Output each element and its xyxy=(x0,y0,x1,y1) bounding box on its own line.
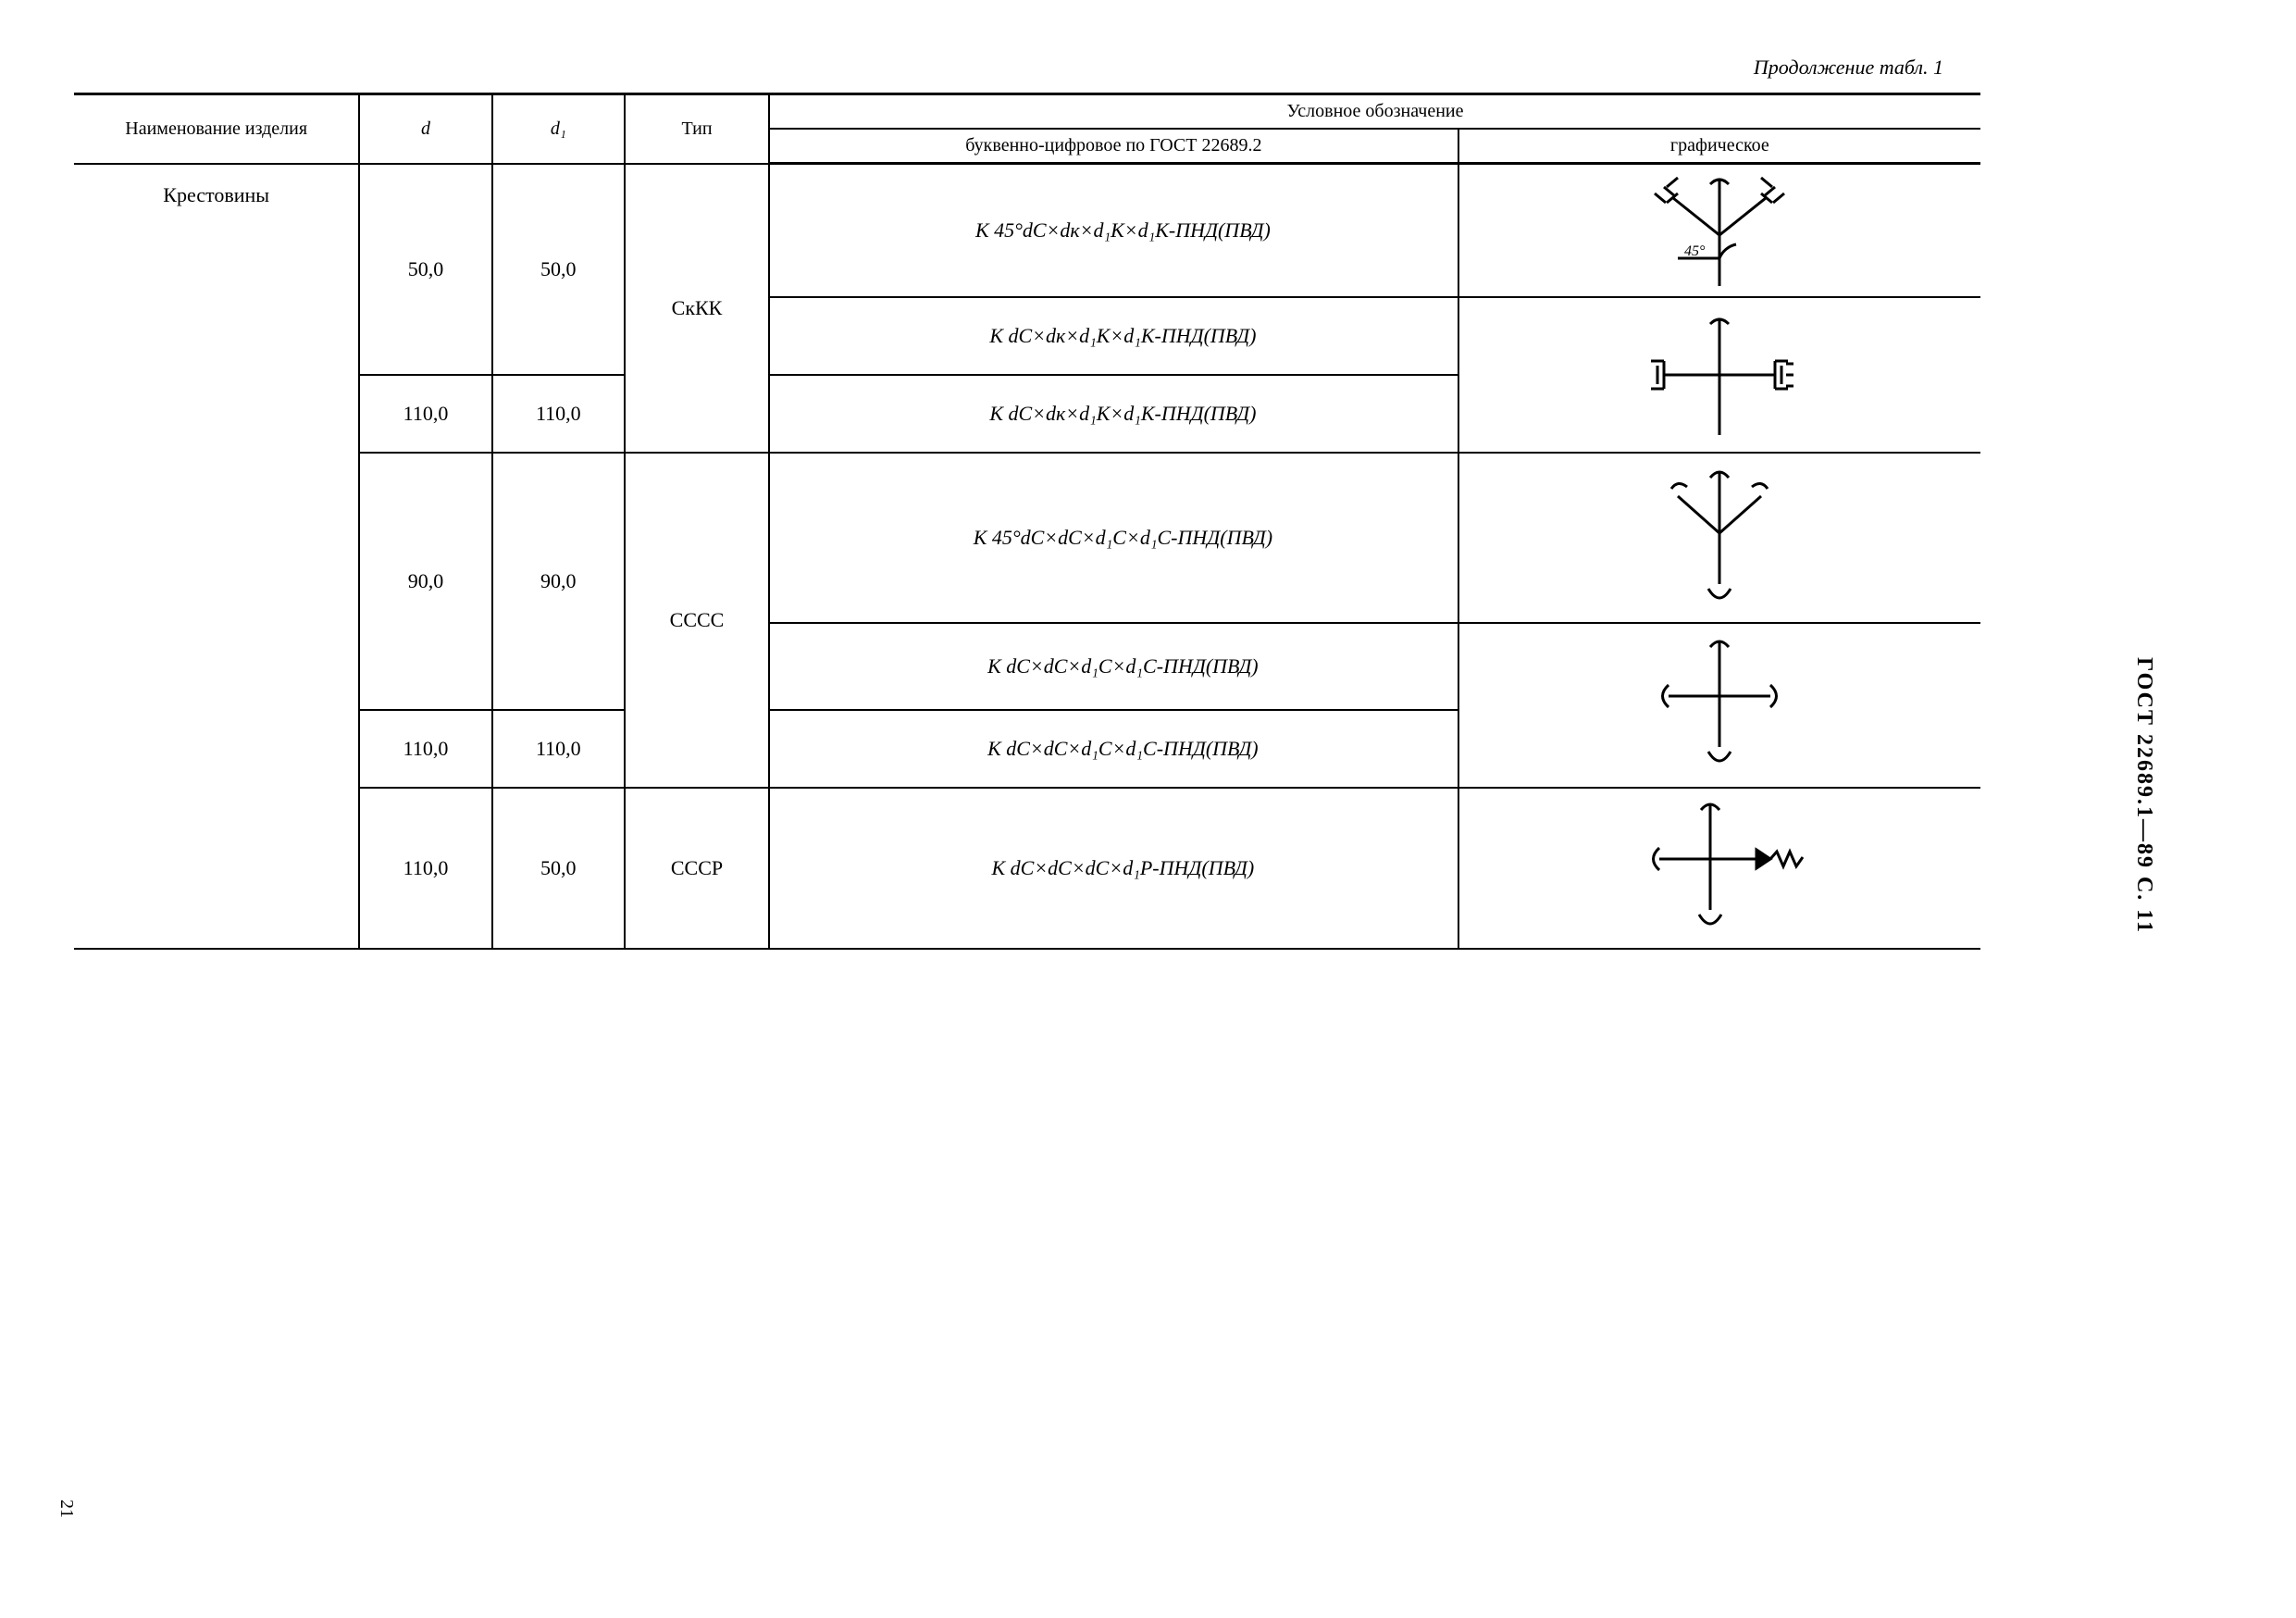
cell-d: 90,0 xyxy=(359,453,491,710)
angle-label-text: 45° xyxy=(1684,243,1706,259)
standards-table: Наименование изделия d d₁ Тип Условное о… xyxy=(74,93,1980,950)
cell-d1: 50,0 xyxy=(492,788,625,949)
cell-d: 110,0 xyxy=(359,375,491,453)
cell-graphic-90-c xyxy=(1458,623,1980,788)
cell-type: СкКК xyxy=(625,164,769,454)
cell-graphic-cccp xyxy=(1458,788,1980,949)
page-number: 21 xyxy=(56,1500,77,1518)
cell-d1: 90,0 xyxy=(492,453,625,710)
cell-formula: К dС×dС×d₁С×d₁С-ПНД(ПВД) xyxy=(769,623,1458,710)
th-name: Наименование изделия xyxy=(74,94,359,164)
th-d: d xyxy=(359,94,491,164)
cell-graphic-90-k xyxy=(1458,297,1980,453)
cell-formula: К dС×dС×dС×d₁Р-ПНД(ПВД) xyxy=(769,788,1458,949)
cell-d1: 50,0 xyxy=(492,164,625,376)
table-continuation-caption: Продолжение табл. 1 xyxy=(1754,56,1943,80)
th-type: Тип xyxy=(625,94,769,164)
cell-d: 110,0 xyxy=(359,710,491,788)
th-alpha: буквенно-цифровое по ГОСТ 22689.2 xyxy=(769,129,1458,164)
cell-type: СССР xyxy=(625,788,769,949)
cell-d1: 110,0 xyxy=(492,375,625,453)
cell-d: 50,0 xyxy=(359,164,491,376)
cell-d: 110,0 xyxy=(359,788,491,949)
doc-id-vertical: ГОСТ 22689.1—89 С. 11 xyxy=(2131,657,2156,934)
cell-formula: К 45°dС×dк×d₁К×d₁К-ПНД(ПВД) xyxy=(769,164,1458,298)
cell-graphic-45-k: 45° xyxy=(1458,164,1980,298)
th-d1: d₁ xyxy=(492,94,625,164)
cell-formula: К dС×dк×d₁К×d₁К-ПНД(ПВД) xyxy=(769,375,1458,453)
cell-product-name: Крестовины xyxy=(74,164,359,950)
cell-formula: К dС×dС×d₁С×d₁С-ПНД(ПВД) xyxy=(769,710,1458,788)
cell-formula: К 45°dС×dС×d₁С×d₁С-ПНД(ПВД) xyxy=(769,453,1458,623)
table-row: Крестовины 50,0 50,0 СкКК К 45°dС×dк×d₁К… xyxy=(74,164,1980,298)
table-row: 90,0 90,0 СССС К 45°dС×dС×d₁С×d₁С-ПНД(ПВ… xyxy=(74,453,1980,623)
th-graph: графическое xyxy=(1458,129,1980,164)
cell-type: СССС xyxy=(625,453,769,788)
cell-graphic-45-c xyxy=(1458,453,1980,623)
table-row: 110,0 50,0 СССР К dС×dС×dС×d₁Р-ПНД(ПВД) xyxy=(74,788,1980,949)
cell-d1: 110,0 xyxy=(492,710,625,788)
cell-formula: К dС×dк×d₁К×d₁К-ПНД(ПВД) xyxy=(769,297,1458,375)
th-designation: Условное обозначение xyxy=(769,94,1980,130)
